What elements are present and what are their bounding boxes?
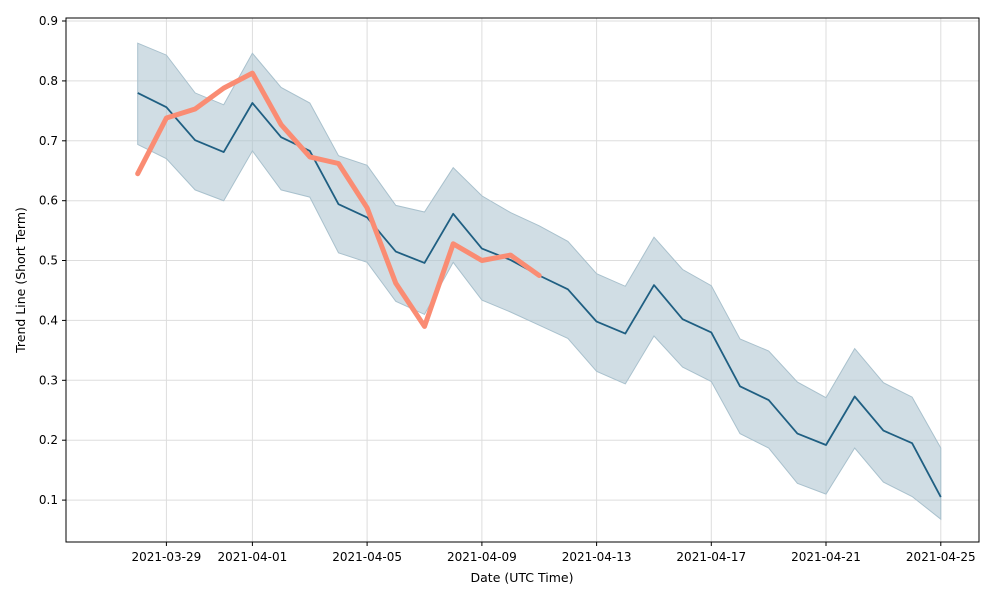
x-tick-label: 2021-04-09 <box>447 550 517 564</box>
y-tick-label: 0.2 <box>39 433 58 447</box>
x-axis-ticks: 2021-03-29 2021-04-01 2021-04-05 2021-04-09… <box>132 542 976 564</box>
y-tick-label: 0.8 <box>39 74 58 88</box>
x-axis-label: Date (UTC Time) <box>471 570 574 585</box>
y-tick-label: 0.4 <box>39 313 58 327</box>
y-axis-ticks: 0.1 0.2 0.3 0.4 0.5 0.6 0.7 0.8 0.9 <box>39 14 66 507</box>
y-tick-label: 0.3 <box>39 373 58 387</box>
y-tick-label: 0.1 <box>39 493 58 507</box>
y-tick-label: 0.5 <box>39 254 58 268</box>
observed-line <box>135 70 542 329</box>
x-tick-label: 2021-03-29 <box>132 550 202 564</box>
x-tick-label: 2021-04-05 <box>332 550 402 564</box>
x-tick-label: 2021-04-01 <box>218 550 288 564</box>
x-tick-label: 2021-04-17 <box>676 550 746 564</box>
y-tick-label: 0.7 <box>39 134 58 148</box>
y-tick-label: 0.9 <box>39 14 58 28</box>
plot-frame <box>65 17 980 543</box>
y-tick-label: 0.6 <box>39 194 58 208</box>
observed-series <box>135 70 542 329</box>
x-tick-label: 2021-04-13 <box>562 550 632 564</box>
y-axis-label: Trend Line (Short Term) <box>13 207 28 354</box>
x-tick-label: 2021-04-21 <box>791 550 861 564</box>
x-tick-label: 2021-04-25 <box>906 550 976 564</box>
